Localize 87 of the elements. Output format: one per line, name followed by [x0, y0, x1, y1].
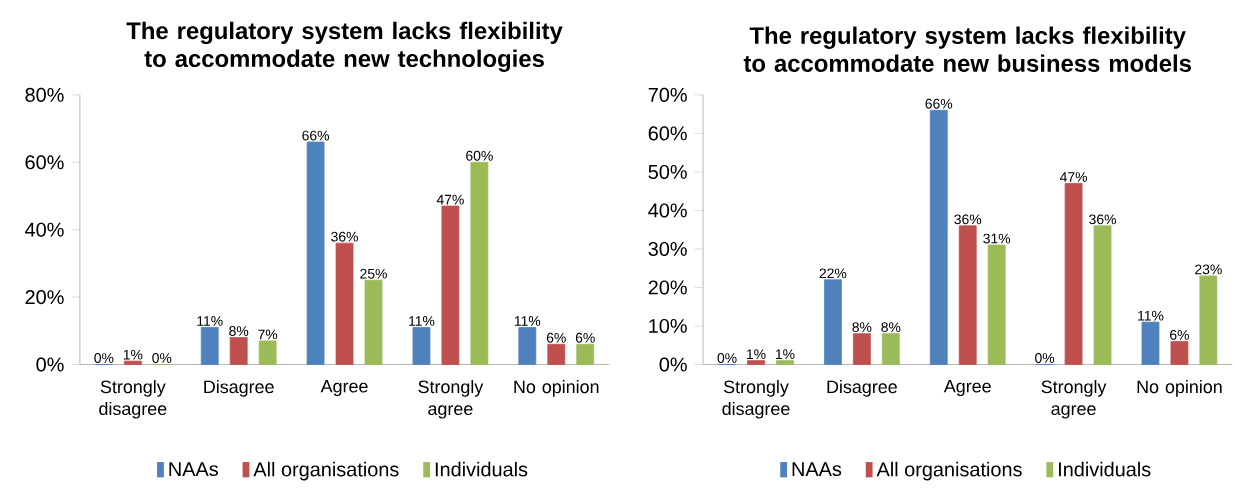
data-label: 1%: [775, 349, 795, 359]
bar: [306, 141, 325, 365]
legend-label: Individuals: [435, 461, 528, 477]
data-label: 36%: [331, 231, 358, 242]
bar: [364, 279, 383, 365]
y-tick-label: 60%: [25, 155, 64, 170]
bar: [987, 244, 1006, 365]
y-tick-label: 0%: [36, 357, 64, 372]
bar: [258, 340, 277, 365]
bar: [412, 326, 431, 365]
data-label: 11%: [409, 315, 435, 326]
x-tick-label: Strongly agree: [1041, 379, 1107, 419]
bar: [852, 333, 871, 365]
x-tick-label: Strongly agree: [418, 379, 484, 419]
chart-title: The regulatory system lacks flexibility to accommodate new technologies: [126, 21, 563, 72]
bar: [518, 326, 537, 365]
x-tick-label: No opinion: [1137, 379, 1222, 397]
bar: [335, 242, 354, 365]
data-label: 6%: [546, 332, 566, 343]
data-label: 22%: [819, 268, 847, 279]
x-tick-label: Agree: [943, 379, 991, 396]
data-label: 47%: [436, 194, 464, 205]
data-label: 8%: [852, 322, 872, 332]
bar: [123, 360, 142, 365]
data-label: 11%: [1138, 310, 1164, 321]
y-tick-label: 40%: [648, 203, 687, 218]
data-label: 31%: [983, 233, 1011, 244]
legend-label: Individuals: [1059, 461, 1151, 477]
y-tick-label: 80%: [25, 87, 64, 102]
data-label: 11%: [197, 315, 223, 326]
x-tick-label: No opinion: [514, 379, 599, 397]
bar: [1199, 275, 1218, 365]
y-tick-label: 20%: [648, 280, 687, 295]
data-label: 0%: [1035, 352, 1055, 363]
bar: [1170, 340, 1189, 365]
data-label: 6%: [1170, 329, 1189, 340]
data-label: 36%: [954, 214, 982, 225]
bar: [547, 343, 566, 365]
x-tick-label: Agree: [320, 379, 368, 396]
x-tick-label: Strongly disagree: [722, 379, 790, 419]
bar: [441, 205, 460, 365]
x-tick-label: Disagree: [204, 379, 274, 397]
data-label: 66%: [302, 130, 330, 141]
legend-label: NAAs: [169, 462, 218, 476]
x-tick-label: Disagree: [827, 379, 897, 397]
data-label: 0%: [717, 352, 737, 363]
bar: [958, 225, 977, 365]
bar: [881, 333, 900, 365]
chart-title: The regulatory system lacks flexibility to accommodate new business models: [743, 26, 1191, 72]
data-label: 66%: [925, 98, 953, 109]
bar: [1141, 321, 1160, 365]
legend-label: All organisations: [876, 461, 1022, 481]
y-tick-label: 30%: [648, 241, 687, 256]
data-label: 8%: [229, 325, 249, 336]
data-label: 23%: [1195, 264, 1222, 275]
data-label: 1%: [747, 349, 766, 359]
data-label: 47%: [1059, 171, 1088, 182]
y-tick-label: 10%: [649, 318, 687, 333]
bar: [576, 343, 595, 365]
legend-label: All organisations: [253, 461, 399, 481]
data-label: 7%: [258, 329, 278, 340]
x-tick-label: Strongly disagree: [99, 379, 167, 419]
bar: [929, 109, 948, 365]
bar: [470, 161, 489, 365]
y-tick-label: 20%: [25, 289, 64, 304]
legend-label: NAAs: [792, 462, 842, 476]
bar: [200, 326, 219, 365]
y-tick-label: 0%: [659, 357, 687, 372]
y-tick-label: 70%: [648, 87, 687, 102]
bar: [229, 336, 248, 365]
bar: [824, 279, 842, 365]
y-tick-label: 40%: [25, 222, 64, 237]
data-label: 60%: [466, 150, 493, 161]
data-label: 11%: [514, 315, 541, 326]
data-label: 0%: [94, 352, 114, 363]
data-label: 36%: [1089, 214, 1116, 225]
y-tick-label: 50%: [648, 164, 687, 179]
bar: [747, 360, 765, 365]
bar: [1093, 225, 1112, 365]
data-label: 25%: [360, 268, 387, 279]
bar: [776, 360, 794, 365]
data-label: 0%: [152, 352, 172, 363]
y-tick-label: 60%: [648, 126, 687, 141]
data-label: 8%: [881, 322, 901, 332]
bar: [1064, 182, 1083, 365]
data-label: 6%: [575, 332, 595, 343]
data-label: 1%: [123, 349, 143, 360]
